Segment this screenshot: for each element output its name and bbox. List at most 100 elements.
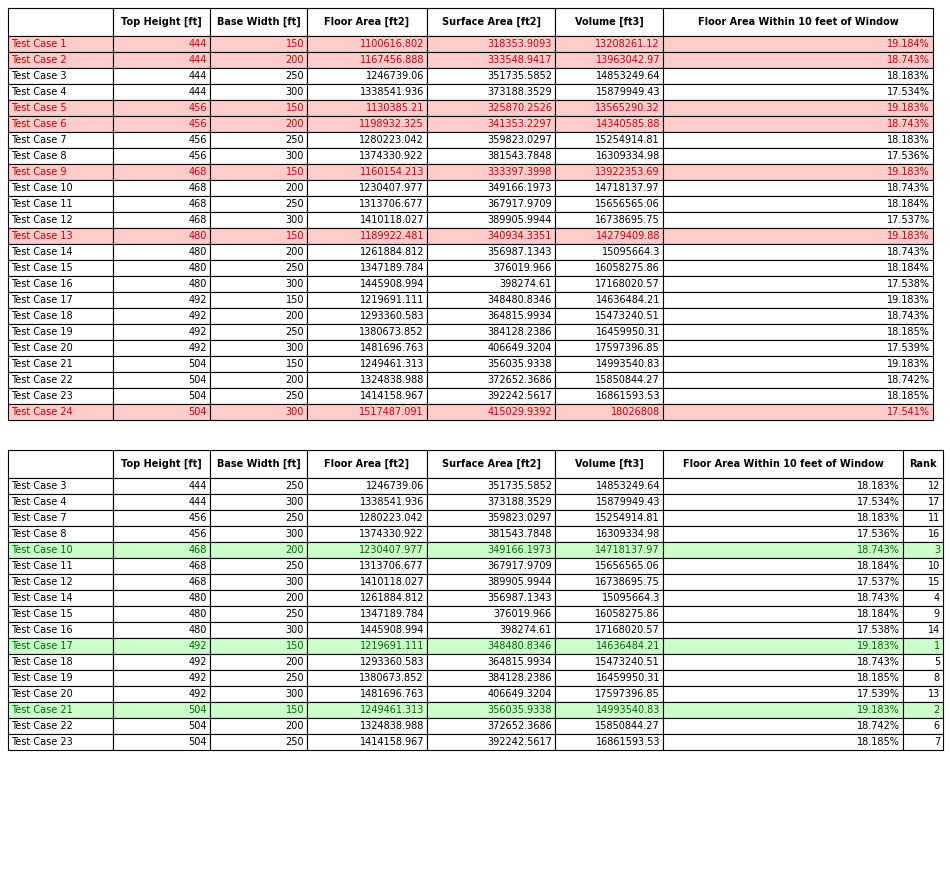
Bar [903, 686, 943, 702]
Bar [307, 388, 427, 404]
Bar [113, 654, 210, 670]
Text: 1414158.967: 1414158.967 [359, 737, 424, 747]
Bar [427, 244, 555, 260]
Text: 300: 300 [286, 343, 304, 353]
Text: 19.183%: 19.183% [887, 231, 930, 241]
Bar [210, 638, 307, 654]
Bar [113, 404, 210, 420]
Text: 150: 150 [286, 641, 304, 651]
Bar [427, 212, 555, 228]
Text: 444: 444 [189, 71, 207, 81]
Bar [210, 8, 307, 36]
Bar [8, 718, 113, 734]
Text: 1324838.988: 1324838.988 [360, 375, 424, 385]
Text: 300: 300 [286, 577, 304, 587]
Bar [307, 244, 427, 260]
Text: 480: 480 [189, 263, 207, 273]
Bar [210, 52, 307, 68]
Bar [8, 244, 113, 260]
Bar [663, 148, 933, 164]
Bar [210, 324, 307, 340]
Bar [427, 638, 555, 654]
Bar [427, 356, 555, 372]
Text: 325870.2526: 325870.2526 [487, 103, 552, 113]
Bar [663, 196, 933, 212]
Text: 150: 150 [286, 103, 304, 113]
Bar [427, 148, 555, 164]
Text: 250: 250 [285, 513, 304, 523]
Text: 389905.9944: 389905.9944 [487, 215, 552, 225]
Text: Test Case 10: Test Case 10 [11, 545, 72, 555]
Bar [307, 574, 427, 590]
Bar [555, 36, 663, 52]
Text: 14636484.21: 14636484.21 [596, 295, 660, 305]
Text: 468: 468 [189, 215, 207, 225]
Bar [555, 356, 663, 372]
Bar [555, 148, 663, 164]
Text: 480: 480 [189, 593, 207, 603]
Text: Test Case 19: Test Case 19 [11, 673, 72, 683]
Bar [663, 654, 903, 670]
Text: 381543.7848: 381543.7848 [487, 529, 552, 539]
Bar [210, 116, 307, 132]
Text: 456: 456 [188, 513, 207, 523]
Text: 1261884.812: 1261884.812 [359, 593, 424, 603]
Text: 367917.9709: 367917.9709 [487, 561, 552, 571]
Text: 356987.1343: 356987.1343 [487, 247, 552, 257]
Text: 1246739.06: 1246739.06 [366, 71, 424, 81]
Bar [307, 542, 427, 558]
Bar [210, 510, 307, 526]
Text: Test Case 18: Test Case 18 [11, 311, 72, 321]
Bar [555, 494, 663, 510]
Text: 300: 300 [286, 625, 304, 635]
Bar [210, 228, 307, 244]
Bar [903, 542, 943, 558]
Text: Test Case 19: Test Case 19 [11, 327, 72, 337]
Text: 18.743%: 18.743% [857, 545, 900, 555]
Text: 200: 200 [286, 311, 304, 321]
Text: 348480.8346: 348480.8346 [487, 641, 552, 651]
Bar [210, 734, 307, 750]
Text: 18.183%: 18.183% [887, 135, 930, 145]
Bar [210, 340, 307, 356]
Text: 16861593.53: 16861593.53 [596, 737, 660, 747]
Bar [663, 702, 903, 718]
Text: 18.184%: 18.184% [857, 561, 900, 571]
Bar [427, 558, 555, 574]
Bar [427, 622, 555, 638]
Text: 18.185%: 18.185% [857, 737, 900, 747]
Text: 17.537%: 17.537% [857, 577, 900, 587]
Bar [555, 340, 663, 356]
Bar [8, 164, 113, 180]
Bar [8, 8, 113, 36]
Text: 18.743%: 18.743% [887, 119, 930, 129]
Text: 17168020.57: 17168020.57 [596, 625, 660, 635]
Bar [903, 494, 943, 510]
Text: Test Case 22: Test Case 22 [11, 721, 73, 731]
Bar [663, 574, 903, 590]
Text: 250: 250 [285, 391, 304, 401]
Bar [427, 116, 555, 132]
Text: 406649.3204: 406649.3204 [487, 343, 552, 353]
Bar [113, 244, 210, 260]
Text: 7: 7 [934, 737, 940, 747]
Text: 372652.3686: 372652.3686 [487, 375, 552, 385]
Text: 492: 492 [188, 657, 207, 667]
Bar [307, 212, 427, 228]
Bar [307, 308, 427, 324]
Bar [427, 478, 555, 494]
Bar [210, 84, 307, 100]
Text: 17597396.85: 17597396.85 [596, 343, 660, 353]
Text: 3: 3 [934, 545, 940, 555]
Text: 456: 456 [188, 529, 207, 539]
Text: Test Case 20: Test Case 20 [11, 689, 73, 699]
Bar [210, 558, 307, 574]
Text: 1410118.027: 1410118.027 [359, 577, 424, 587]
Text: 1338541.936: 1338541.936 [360, 87, 424, 97]
Text: 340934.3351: 340934.3351 [487, 231, 552, 241]
Bar [427, 542, 555, 558]
Text: Test Case 12: Test Case 12 [11, 215, 73, 225]
Bar [903, 638, 943, 654]
Text: 341353.2297: 341353.2297 [487, 119, 552, 129]
Bar [427, 260, 555, 276]
